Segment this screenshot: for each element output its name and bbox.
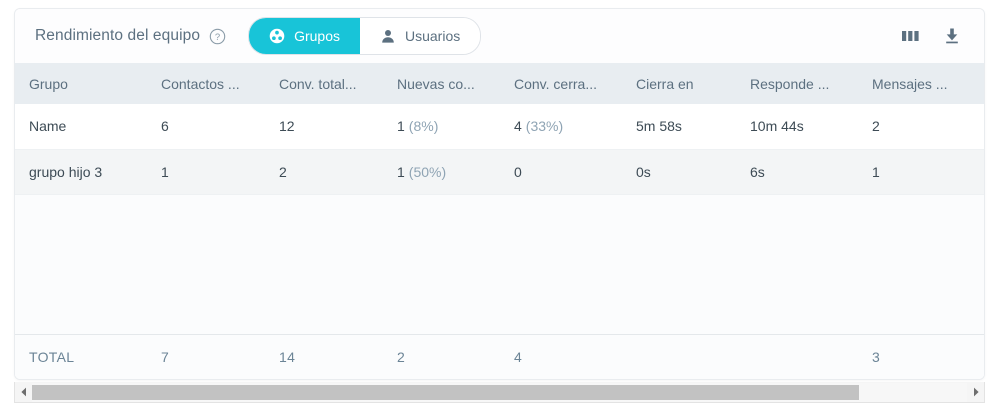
scroll-left-arrow-icon[interactable]	[15, 382, 32, 402]
tab-grupos[interactable]: Grupos	[249, 18, 360, 54]
total-conv-total: 14	[265, 334, 383, 379]
table-header: Grupo Contactos ... Conv. total... Nueva…	[15, 63, 984, 104]
table-empty-area	[15, 194, 984, 334]
cell-mensajes: 2	[858, 104, 970, 150]
card-header: Rendimiento del equipo ?	[15, 9, 984, 63]
cell-cierra-en: 5m 58s	[622, 104, 736, 150]
header-actions	[900, 26, 968, 46]
cell-responde-en: 10m 44s	[736, 104, 858, 150]
cell-nuevas-conv-value: 1	[397, 163, 405, 180]
cell-contactos: 6	[147, 104, 265, 150]
cell-conv-cerradas-pct: (33%)	[525, 118, 564, 135]
cell-nuevas-conv-pct: (8%)	[408, 118, 439, 135]
cell-conv-cerradas-value: 4	[514, 118, 522, 135]
column-header-grupo[interactable]: Grupo	[15, 63, 147, 104]
cell-conv-cerradas: 4 (33%)	[500, 104, 622, 150]
total-label: TOTAL	[15, 334, 147, 379]
cell-nuevas-conv: 1 (8%)	[383, 104, 500, 150]
table-total-section: TOTAL 7 14 2 4 3	[15, 333, 984, 379]
total-nuevas-conv: 2	[383, 334, 500, 379]
cell-mensajes: 1	[858, 149, 970, 195]
table-header-row: Grupo Contactos ... Conv. total... Nueva…	[15, 63, 984, 104]
cell-nuevas-conv-value: 1	[397, 118, 405, 135]
table-row[interactable]: Name 6 12 1 (8%) 4 (33%) 5m 58s 10m 44s 2 …	[15, 104, 984, 150]
cell-conv-cerradas-value: 0	[514, 163, 522, 180]
tab-usuarios-label: Usuarios	[405, 28, 461, 44]
cell-satisfaccion: -	[970, 149, 984, 195]
column-header-conv-cerradas[interactable]: Conv. cerra...	[500, 63, 622, 104]
performance-table: Grupo Contactos ... Conv. total... Nueva…	[15, 63, 984, 195]
total-table: TOTAL 7 14 2 4 3	[15, 334, 984, 379]
column-header-contactos[interactable]: Contactos ...	[147, 63, 265, 104]
total-conv-cerradas: 4	[500, 334, 622, 379]
column-header-satisfaccion[interactable]: Sat	[970, 63, 984, 104]
page-title: Rendimiento del equipo	[35, 27, 201, 44]
column-header-conv-total[interactable]: Conv. total...	[265, 63, 383, 104]
cell-conv-total: 12	[265, 104, 383, 150]
table-viewport: Grupo Contactos ... Conv. total... Nueva…	[15, 63, 984, 379]
cell-conv-total: 2	[265, 149, 383, 195]
tab-usuarios[interactable]: Usuarios	[360, 18, 481, 54]
tab-grupos-label: Grupos	[294, 28, 340, 44]
cell-cierra-en: 0s	[622, 149, 736, 195]
cell-responde-en: 6s	[736, 149, 858, 195]
cell-nuevas-conv: 1 (50%)	[383, 149, 500, 195]
scrollbar-track[interactable]	[32, 382, 967, 402]
total-contactos: 7	[147, 334, 265, 379]
help-circle-icon[interactable]: ?	[209, 28, 226, 45]
total-row: TOTAL 7 14 2 4 3	[15, 334, 984, 379]
user-icon	[380, 28, 396, 44]
table-row[interactable]: grupo hijo 3 1 2 1(50%) 0 0s 6s 1 -	[15, 149, 984, 195]
team-performance-card: Rendimiento del equipo ?	[14, 8, 985, 380]
columns-icon[interactable]	[900, 26, 920, 46]
view-toggle: Grupos Usuarios	[248, 17, 482, 55]
total-satisfaccion	[970, 334, 984, 379]
cell-conv-cerradas: 0	[500, 149, 622, 195]
total-responde-en	[736, 334, 858, 379]
scroll-right-arrow-icon[interactable]	[967, 382, 984, 402]
horizontal-scroll-thumb[interactable]	[32, 384, 860, 400]
cell-contactos: 1	[147, 149, 265, 195]
column-header-responde-en[interactable]: Responde ...	[736, 63, 858, 104]
total-mensajes: 3	[858, 334, 970, 379]
cell-nuevas-conv-pct: (50%)	[408, 163, 447, 180]
group-icon	[269, 28, 285, 44]
cell-grupo: Name	[15, 104, 147, 150]
svg-text:?: ?	[215, 32, 220, 43]
total-cierra-en	[622, 334, 736, 379]
table-body: Name 6 12 1 (8%) 4 (33%) 5m 58s 10m 44s 2 …	[15, 104, 984, 195]
column-header-cierra-en[interactable]: Cierra en	[622, 63, 736, 104]
column-header-nuevas-conv[interactable]: Nuevas co...	[383, 63, 500, 104]
cell-satisfaccion: -	[970, 104, 984, 150]
cell-grupo: grupo hijo 3	[15, 149, 147, 195]
column-header-mensajes[interactable]: Mensajes ...	[858, 63, 970, 104]
download-icon[interactable]	[942, 26, 962, 46]
horizontal-scrollbar[interactable]	[14, 382, 985, 403]
